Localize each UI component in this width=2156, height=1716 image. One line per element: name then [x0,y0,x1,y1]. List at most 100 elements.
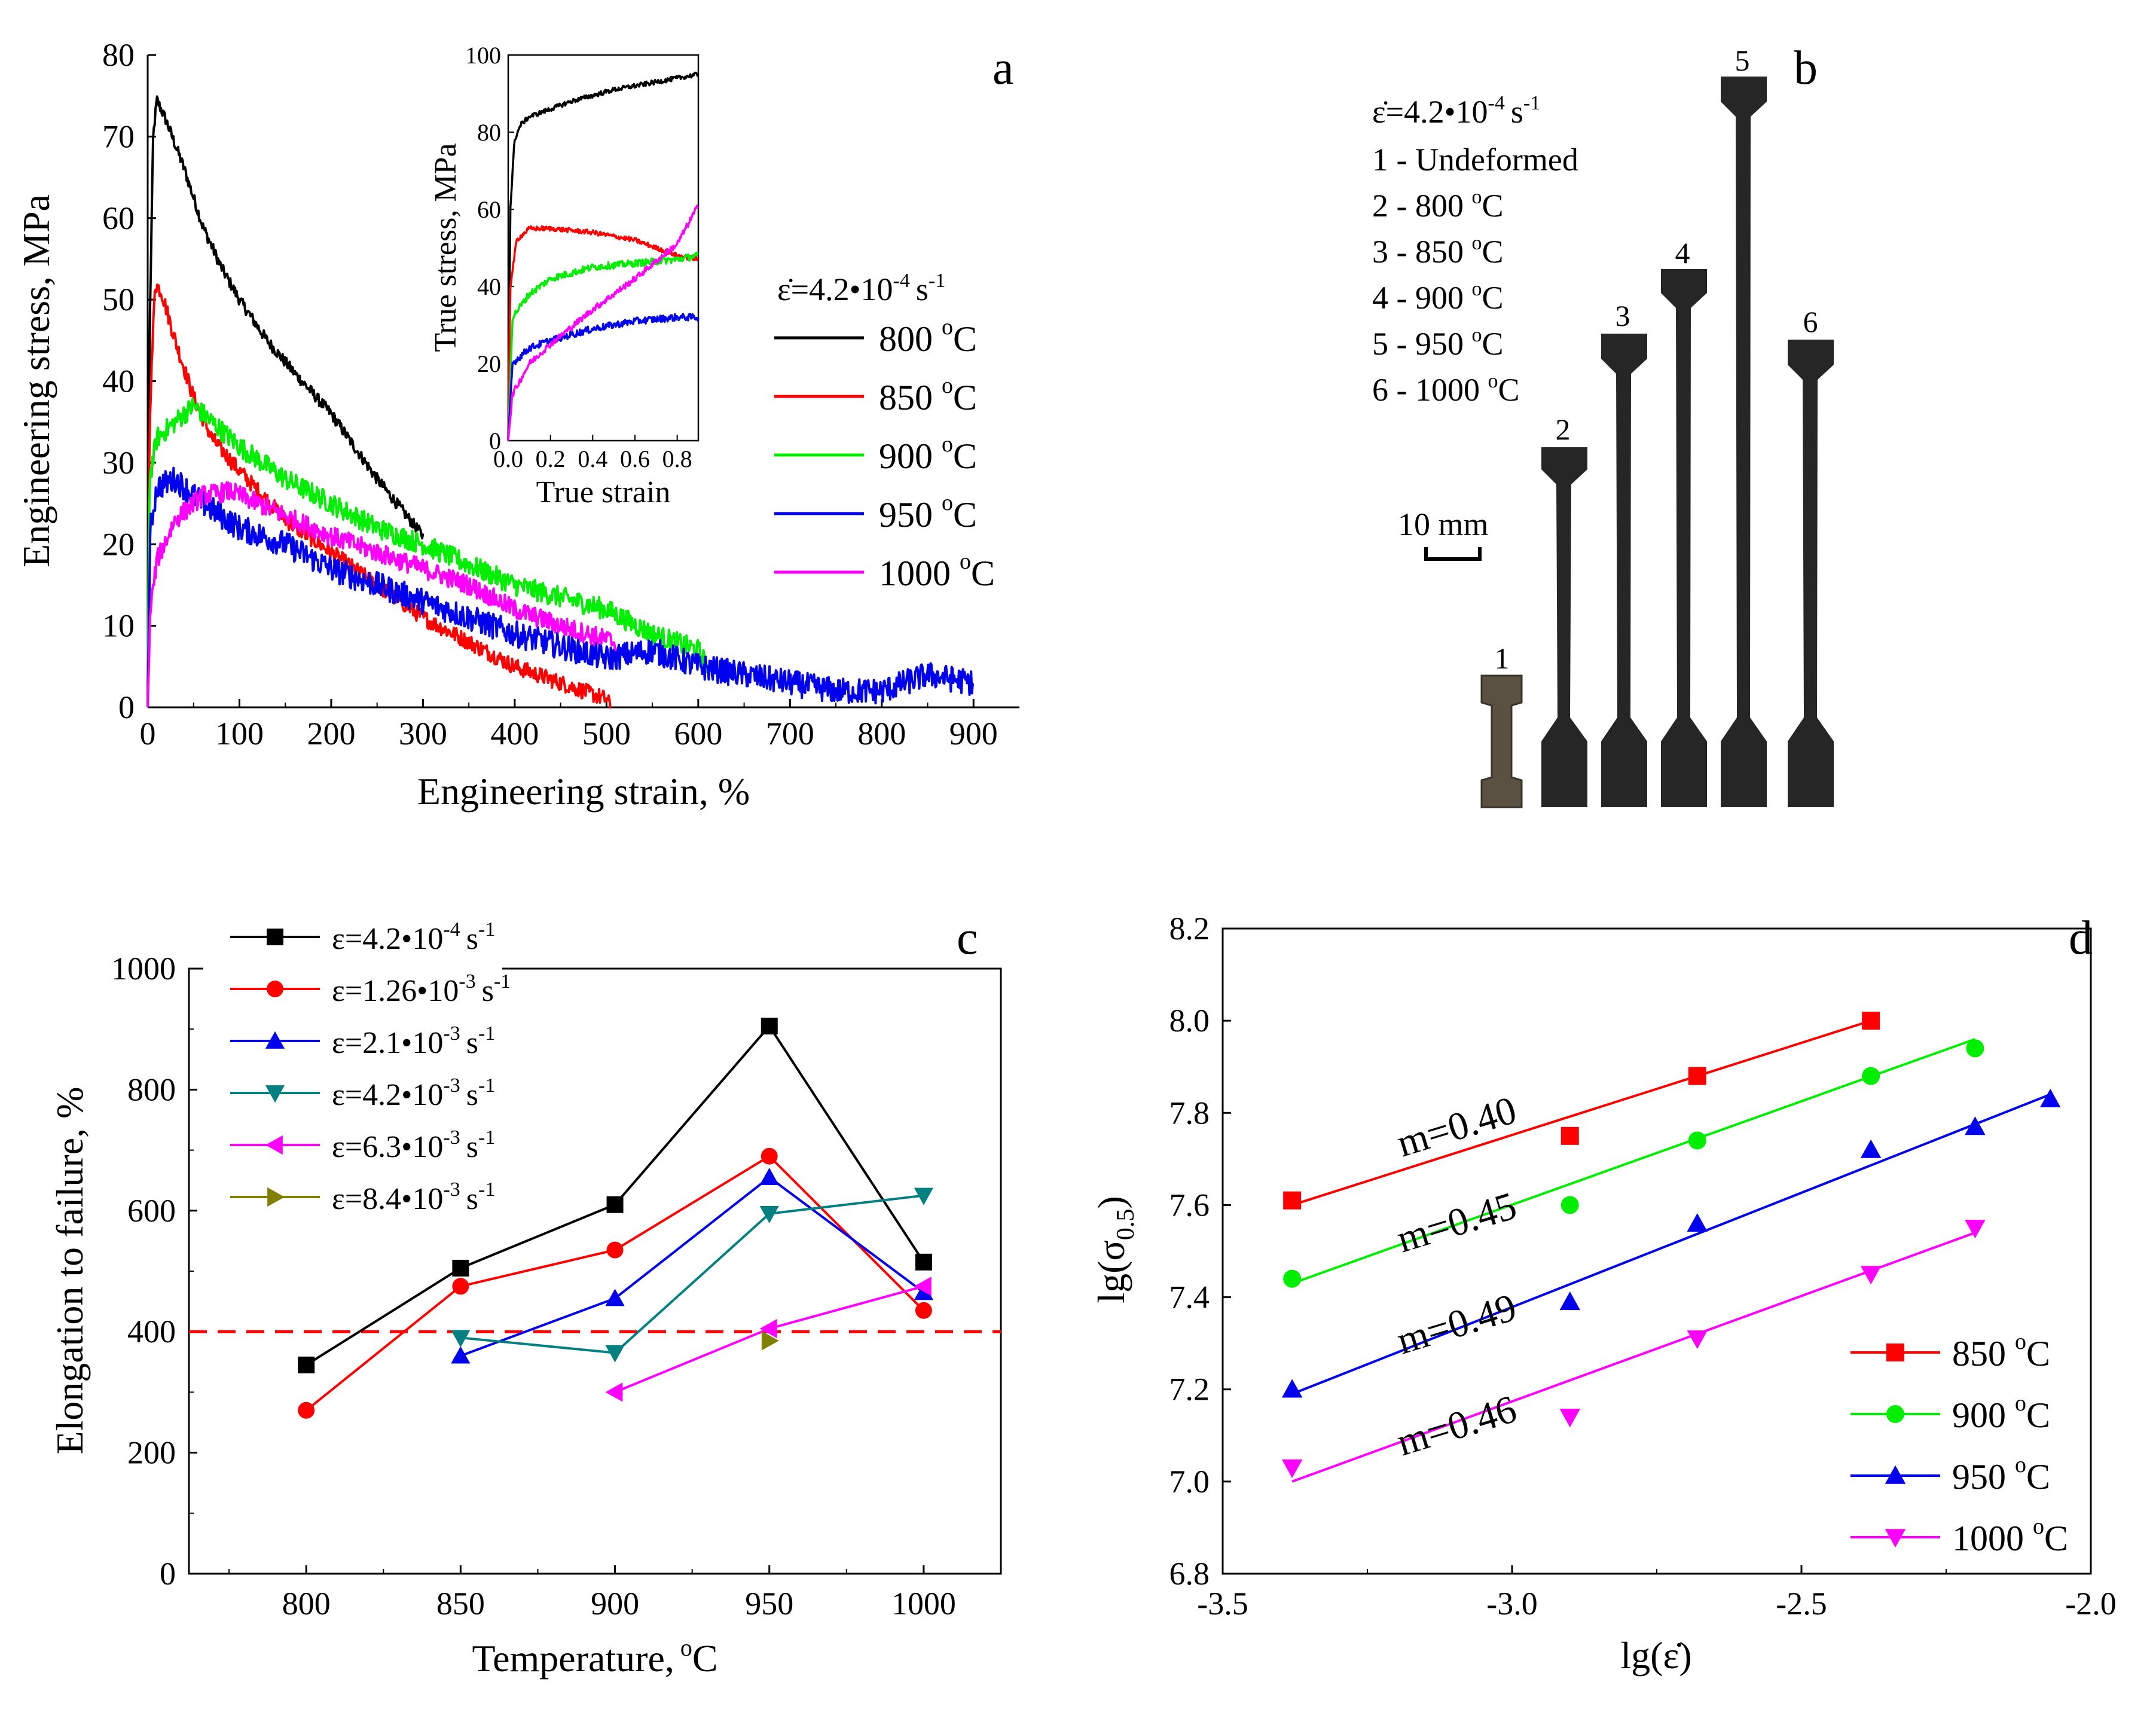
panel-b: b ε̇=4.2•10-4 s-1 1 - Undeformed 2 - 800 o… [1372,42,1834,808]
panel-a-ylabel: Engineering stress, MPa [15,194,57,567]
panel-d-xlabel: lg(ε̇) [1620,1634,1691,1677]
panel-a-inset-series-line-0 [507,71,700,441]
panel-c-y-tick-label: 0 [160,1556,176,1592]
panel-b-rate-exp: -4 [1488,92,1505,114]
panel-c-xlabel: Temperature, oC [472,1634,717,1680]
panel-c-ylabel: Elongation to failure, % [48,1087,91,1455]
panel-d-point [1862,1067,1880,1085]
panel-d-legend-label-1000: 1000 oC [1952,1514,2068,1558]
panel-c-series-0 [298,1018,932,1373]
panel-a-legend-rate: ε̇=4.2•10 [777,271,893,307]
panel-c-x-tick-label: 950 [745,1586,793,1622]
panel-c-point [914,1277,932,1296]
panel-b-scale-label: 10 mm [1398,506,1489,542]
panel-c-legend-label-2: ε=2.1•10-3 s-1 [332,1022,495,1060]
panel-c-legend-label-1: ε=1.26•10-3 s-1 [332,970,511,1008]
specimen-5-number: 5 [1735,44,1750,77]
panel-a-series [146,95,975,709]
panel-a-label: a [993,42,1014,94]
panel-d-y-tick-label: 7.0 [1169,1464,1210,1500]
panel-a-inset-y-tick-label: 40 [477,273,501,300]
panel-d-y-tick-label: 7.2 [1169,1372,1210,1407]
panel-c-legend-label-4: ε=6.3•10-3 s-1 [332,1126,495,1164]
panel-c-point [761,1331,779,1351]
panel-b-rate-unit-exp: -1 [1523,92,1540,114]
specimen-3: 3 [1601,299,1647,807]
panel-d-series-850 [1283,1012,1880,1210]
specimen-2-number: 2 [1556,413,1571,446]
panel-c-legend-swatch-marker-1 [267,981,283,997]
panel-a-inset-y-tick-label: 0 [489,428,501,454]
panel-a-y-tick-label: 40 [102,364,135,399]
panel-c: 800 850 900 950 1000 0 200 400 600 800 1000 Tempe… [48,912,1002,1680]
panel-a-legend-unit: s [916,271,929,307]
panel-d-legend-label-950: 950 oC [1952,1452,2050,1497]
panel-c-point [759,1205,779,1223]
panel-d-m-label-950: m=0.49 [1392,1286,1521,1363]
panel-c-x-tick-label: 800 [282,1586,331,1622]
panel-a-inset-xlabel: True strain [536,475,671,509]
panel-d-xlabel-prefix: lg( [1620,1634,1663,1677]
specimen-1: 1 [1480,642,1523,808]
panel-a-x-tick-label: 500 [582,716,631,752]
panel-d-legend-swatch-marker-900 [1886,1405,1904,1423]
panel-d-y-tick-label: 8.2 [1169,911,1210,946]
panel-d-point [1862,1012,1880,1030]
panel-a-y-tick-label: 10 [102,608,135,644]
panel-c-series [298,1018,934,1419]
panel-d-y-tick-label: 7.4 [1169,1280,1210,1315]
panel-c-y-tick-label: 800 [127,1071,176,1107]
panel-a-inset-x-ticks: 0.0 0.2 0.4 0.6 0.8 [493,435,692,472]
panel-c-point [759,1319,777,1339]
panel-d-xlabel-symbol: ε̇ [1663,1634,1681,1677]
panel-d-point [1559,1409,1581,1428]
panel-c-legend-swatch-marker-5 [267,1187,285,1207]
panel-a-inset-y-tick-label: 20 [477,350,501,377]
panel-b-rate: ε̇=4.2•10-4 s-1 [1372,92,1540,130]
panel-c-point [605,1382,623,1402]
panel-a-inset-x-tick-label: 0.0 [493,445,523,472]
panel-a-x-tick-label: 900 [949,716,998,752]
panel-d-x-tick-label: -2.0 [2065,1586,2116,1622]
panel-c-series-line-3 [460,1194,924,1354]
panel-a-legend-label-950: 950 oC [879,490,977,535]
panel-d-point [1687,1330,1708,1349]
panel-a-inset-x-tick-label: 0.8 [662,445,692,472]
panel-c-series-line-2 [460,1175,925,1357]
panel-a-series-line-800 [146,95,425,708]
panel-a-x-tick-label: 0 [140,716,156,752]
panel-d-point [1688,1067,1706,1085]
panel-b-scale-bracket [1424,547,1482,561]
panel-a-inset-y-ticks: 0 20 40 60 80 100 [465,42,514,454]
specimen-4: 4 [1661,236,1707,807]
panel-a-series-line-1000 [146,481,617,708]
panel-a-legend-title: ε̇=4.2•10-4 s-1 [777,270,945,307]
panel-a-legend-label-850: 850 oC [879,373,977,417]
panel-a-y-tick-label: 20 [102,526,135,562]
panel-d-point [1283,1191,1302,1210]
panel-c-point [451,1330,471,1348]
panel-c-x-ticks: 800 850 900 950 1000 [228,1565,1001,1622]
panel-c-series-3 [451,1187,934,1363]
panel-d-fit-line-850 [1291,1019,1871,1207]
panel-d-point [1283,1269,1302,1288]
panel-a-series-line-950 [146,466,975,708]
panel-c-point [452,1259,469,1277]
panel-c-point [915,1253,932,1271]
panel-c-point [761,1018,778,1035]
panel-c-y-tick-label: 1000 [111,951,176,987]
panel-d-series-900 [1283,1038,1984,1288]
panel-b-legend-item-4: 4 - 900 oC [1372,278,1504,316]
panel-a-legend-label-800: 800 oC [879,315,977,359]
panel-c-legend-swatch-marker-2 [265,1031,285,1049]
panel-c-xlabel-sup: o [680,1634,692,1661]
panel-d-xlabel-suffix: ) [1679,1634,1691,1677]
panel-d-m-label-900: m=0.45 [1392,1184,1521,1261]
panel-d-fit-line-900 [1291,1038,1976,1285]
panel-a-inset-series-line-3 [507,313,700,441]
panel-d-series-950 [1281,1088,2061,1398]
panel-d-label: d [2069,912,2093,964]
panel-d-legend-label-900: 900 oC [1952,1391,2050,1435]
panel-d-fit-line-1000 [1291,1231,1976,1483]
panel-a-legend-unit-exp: -1 [929,270,945,292]
